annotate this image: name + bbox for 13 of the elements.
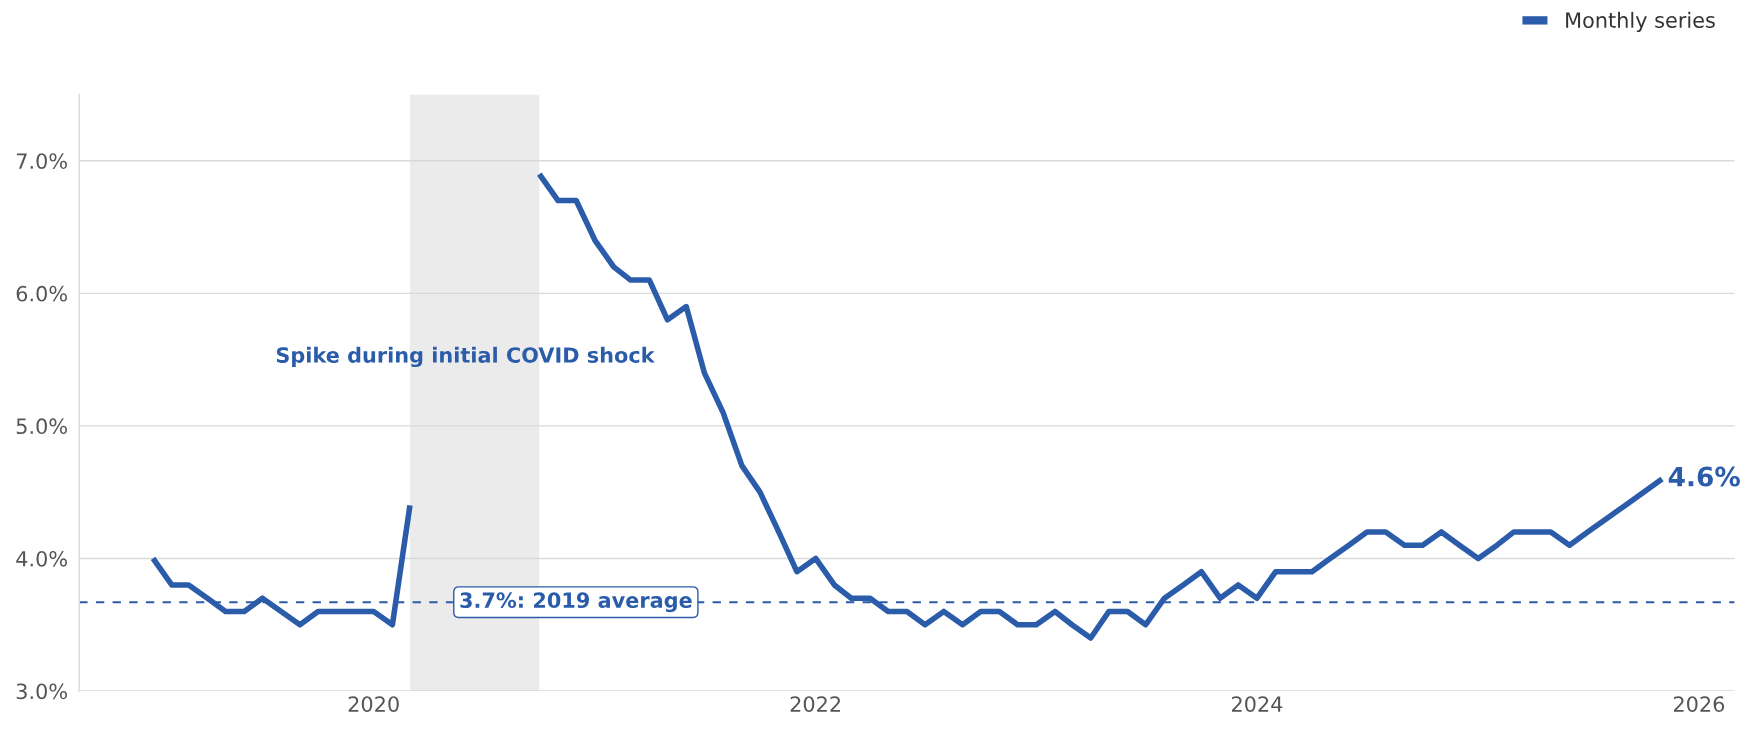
annotation: Spike during initial COVID shock [276, 346, 655, 368]
y-tick-label: 5.0% [16, 418, 67, 435]
y-tick-label: 7.0% [16, 153, 67, 169]
y-tick-label: 6.0% [16, 285, 67, 302]
y-tick-label: 3.0% [16, 683, 67, 700]
x-tick-label: 2026 [1673, 696, 1725, 712]
x-tick-label: 2022 [790, 696, 841, 712]
data-label: 4.6% [1668, 466, 1740, 487]
y-tick-label: 4.0% [16, 550, 67, 567]
ref-line-label: 3.7%: 2019 average [460, 592, 692, 613]
legend-label: Monthly series [1566, 11, 1715, 33]
x-tick-label: 2024 [1231, 696, 1283, 712]
x-tick-label: 2020 [348, 696, 399, 712]
